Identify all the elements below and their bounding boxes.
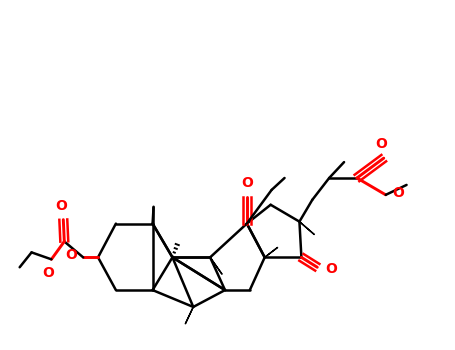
Text: O: O — [393, 186, 404, 200]
Polygon shape — [265, 247, 278, 257]
Text: O: O — [66, 248, 77, 262]
Polygon shape — [185, 307, 193, 324]
Polygon shape — [299, 222, 314, 235]
Polygon shape — [210, 257, 222, 274]
Text: O: O — [42, 266, 54, 280]
Text: O: O — [56, 199, 67, 213]
Text: O: O — [375, 137, 387, 151]
Text: O: O — [241, 176, 253, 190]
Text: O: O — [325, 262, 337, 276]
